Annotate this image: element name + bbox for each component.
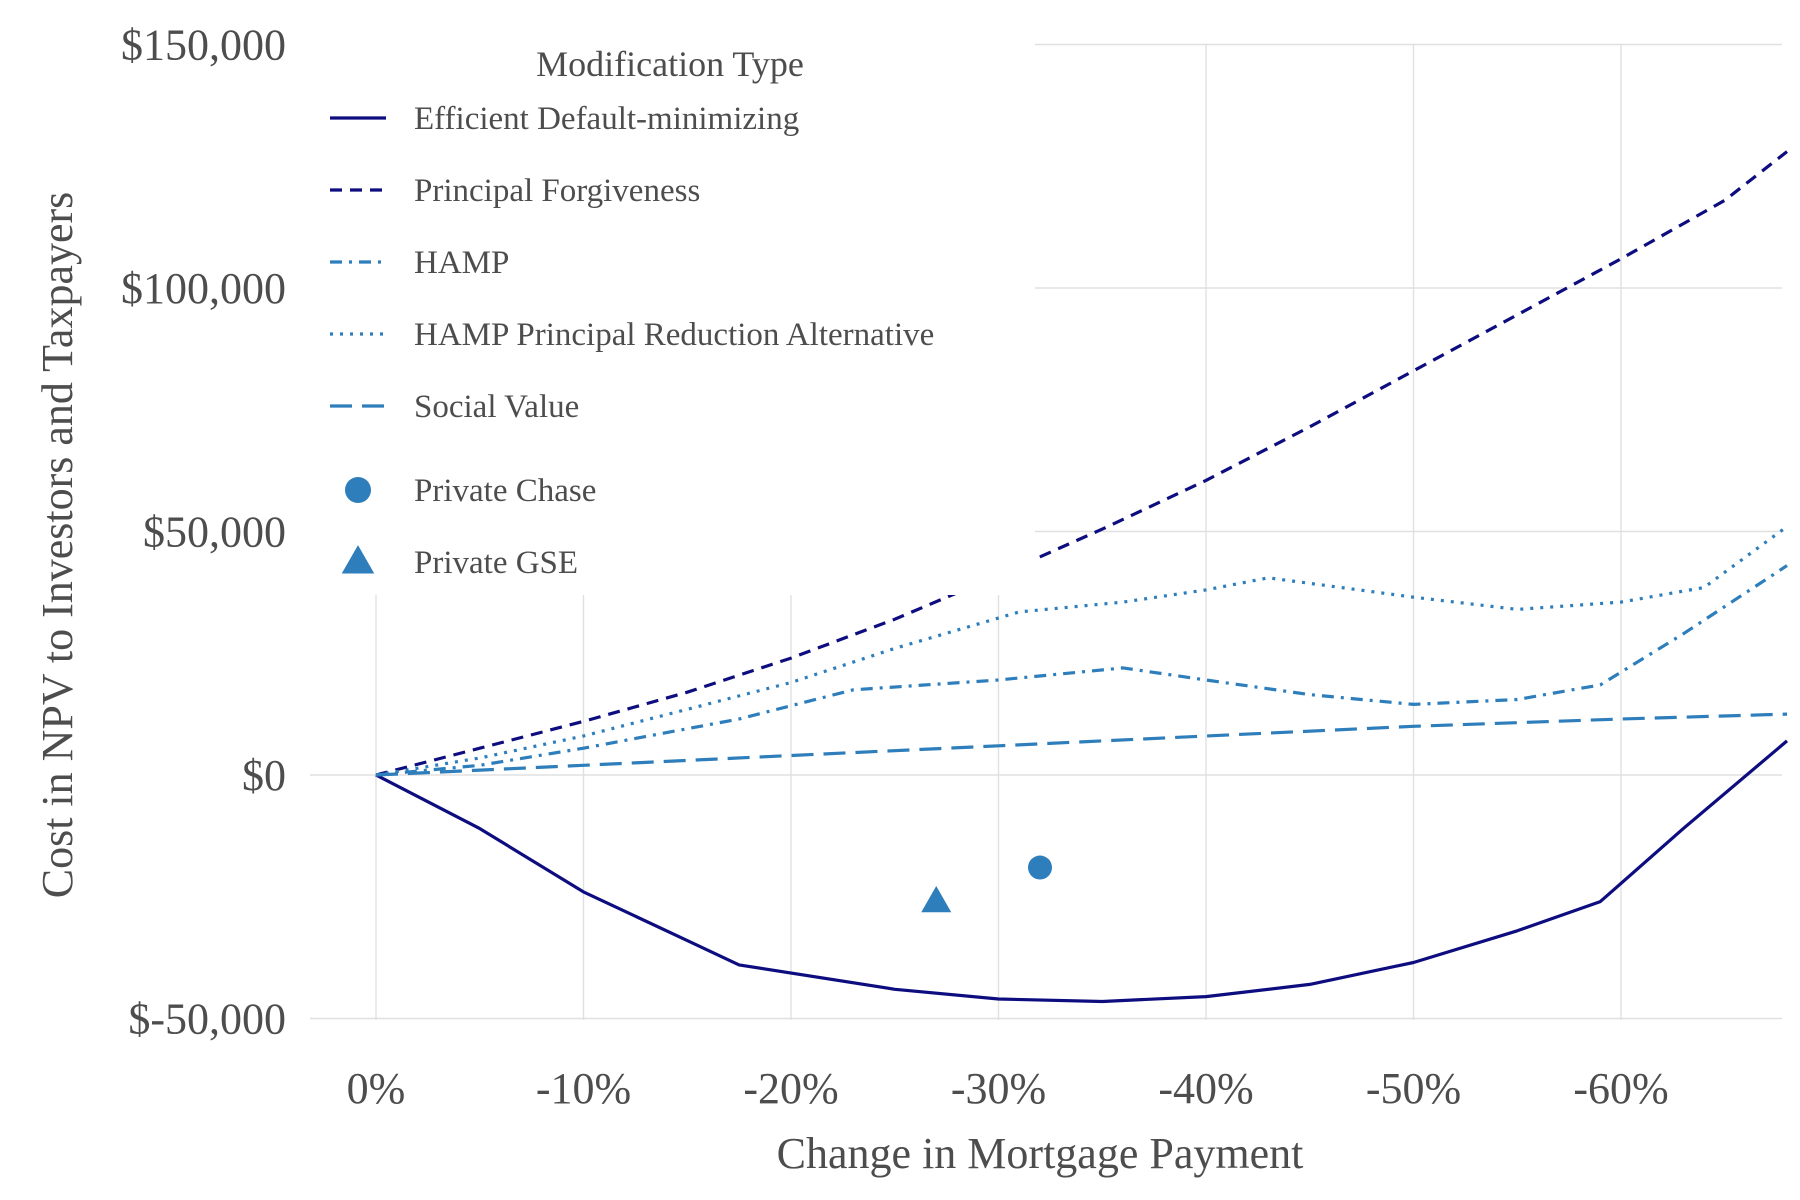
x-tick-label-1: -10%: [536, 1064, 631, 1113]
legend-point-label-1: Private GSE: [414, 545, 578, 581]
legend-label-2: HAMP: [414, 245, 509, 281]
legend-title: Modification Type: [536, 44, 804, 84]
x-tick-label-4: -40%: [1158, 1064, 1253, 1113]
x-tick-label-5: -50%: [1366, 1064, 1461, 1113]
x-tick-label-2: -20%: [743, 1064, 838, 1113]
x-tick-label-0: 0%: [347, 1064, 406, 1113]
legend-label-1: Principal Forgiveness: [414, 173, 700, 209]
y-tick-label-3: $100,000: [121, 264, 286, 313]
point-marker-1: [921, 885, 952, 913]
series-line-2: [375, 564, 1788, 777]
legend: Modification Type Efficient Default-mini…: [305, 40, 1035, 595]
x-tick-labels: 0% -10% -20% -30% -40% -50% -60%: [347, 1064, 1669, 1113]
series-lines: [375, 150, 1789, 1004]
axes: 0% -10% -20% -30% -40% -50% -60% $-50,000 $0 $50…: [33, 21, 1669, 1179]
legend-background: [305, 40, 1035, 595]
series-line-1: [375, 150, 1788, 777]
legend-items: Efficient Default-minimizing Principal Fo…: [330, 101, 934, 581]
series-line-4: [375, 712, 1788, 777]
legend-point-label-0: Private Chase: [414, 473, 596, 509]
x-axis-title: Change in Mortgage Payment: [777, 1129, 1304, 1178]
point-markers: [921, 855, 1052, 913]
y-tick-label-2: $50,000: [143, 508, 286, 557]
series-line-0: [375, 739, 1789, 1004]
y-tick-label-1: $0: [242, 751, 286, 800]
x-tick-label-6: -60%: [1573, 1064, 1668, 1113]
y-tick-label-0: $-50,000: [128, 995, 286, 1044]
y-tick-labels: $-50,000 $0 $50,000 $100,000 $150,000: [121, 21, 286, 1044]
y-tick-label-4: $150,000: [121, 21, 286, 70]
legend-label-3: HAMP Principal Reduction Alternative: [414, 317, 934, 353]
legend-label-4: Social Value: [414, 389, 579, 425]
y-axis-title: Cost in NPV to Investors and Taxpayers: [33, 192, 82, 899]
point-marker-0: [1028, 855, 1052, 880]
legend-marker-0: [345, 477, 371, 503]
x-tick-label-3: -30%: [951, 1064, 1046, 1113]
legend-label-0: Efficient Default-minimizing: [414, 101, 799, 137]
legend-marker-1: [341, 545, 375, 574]
